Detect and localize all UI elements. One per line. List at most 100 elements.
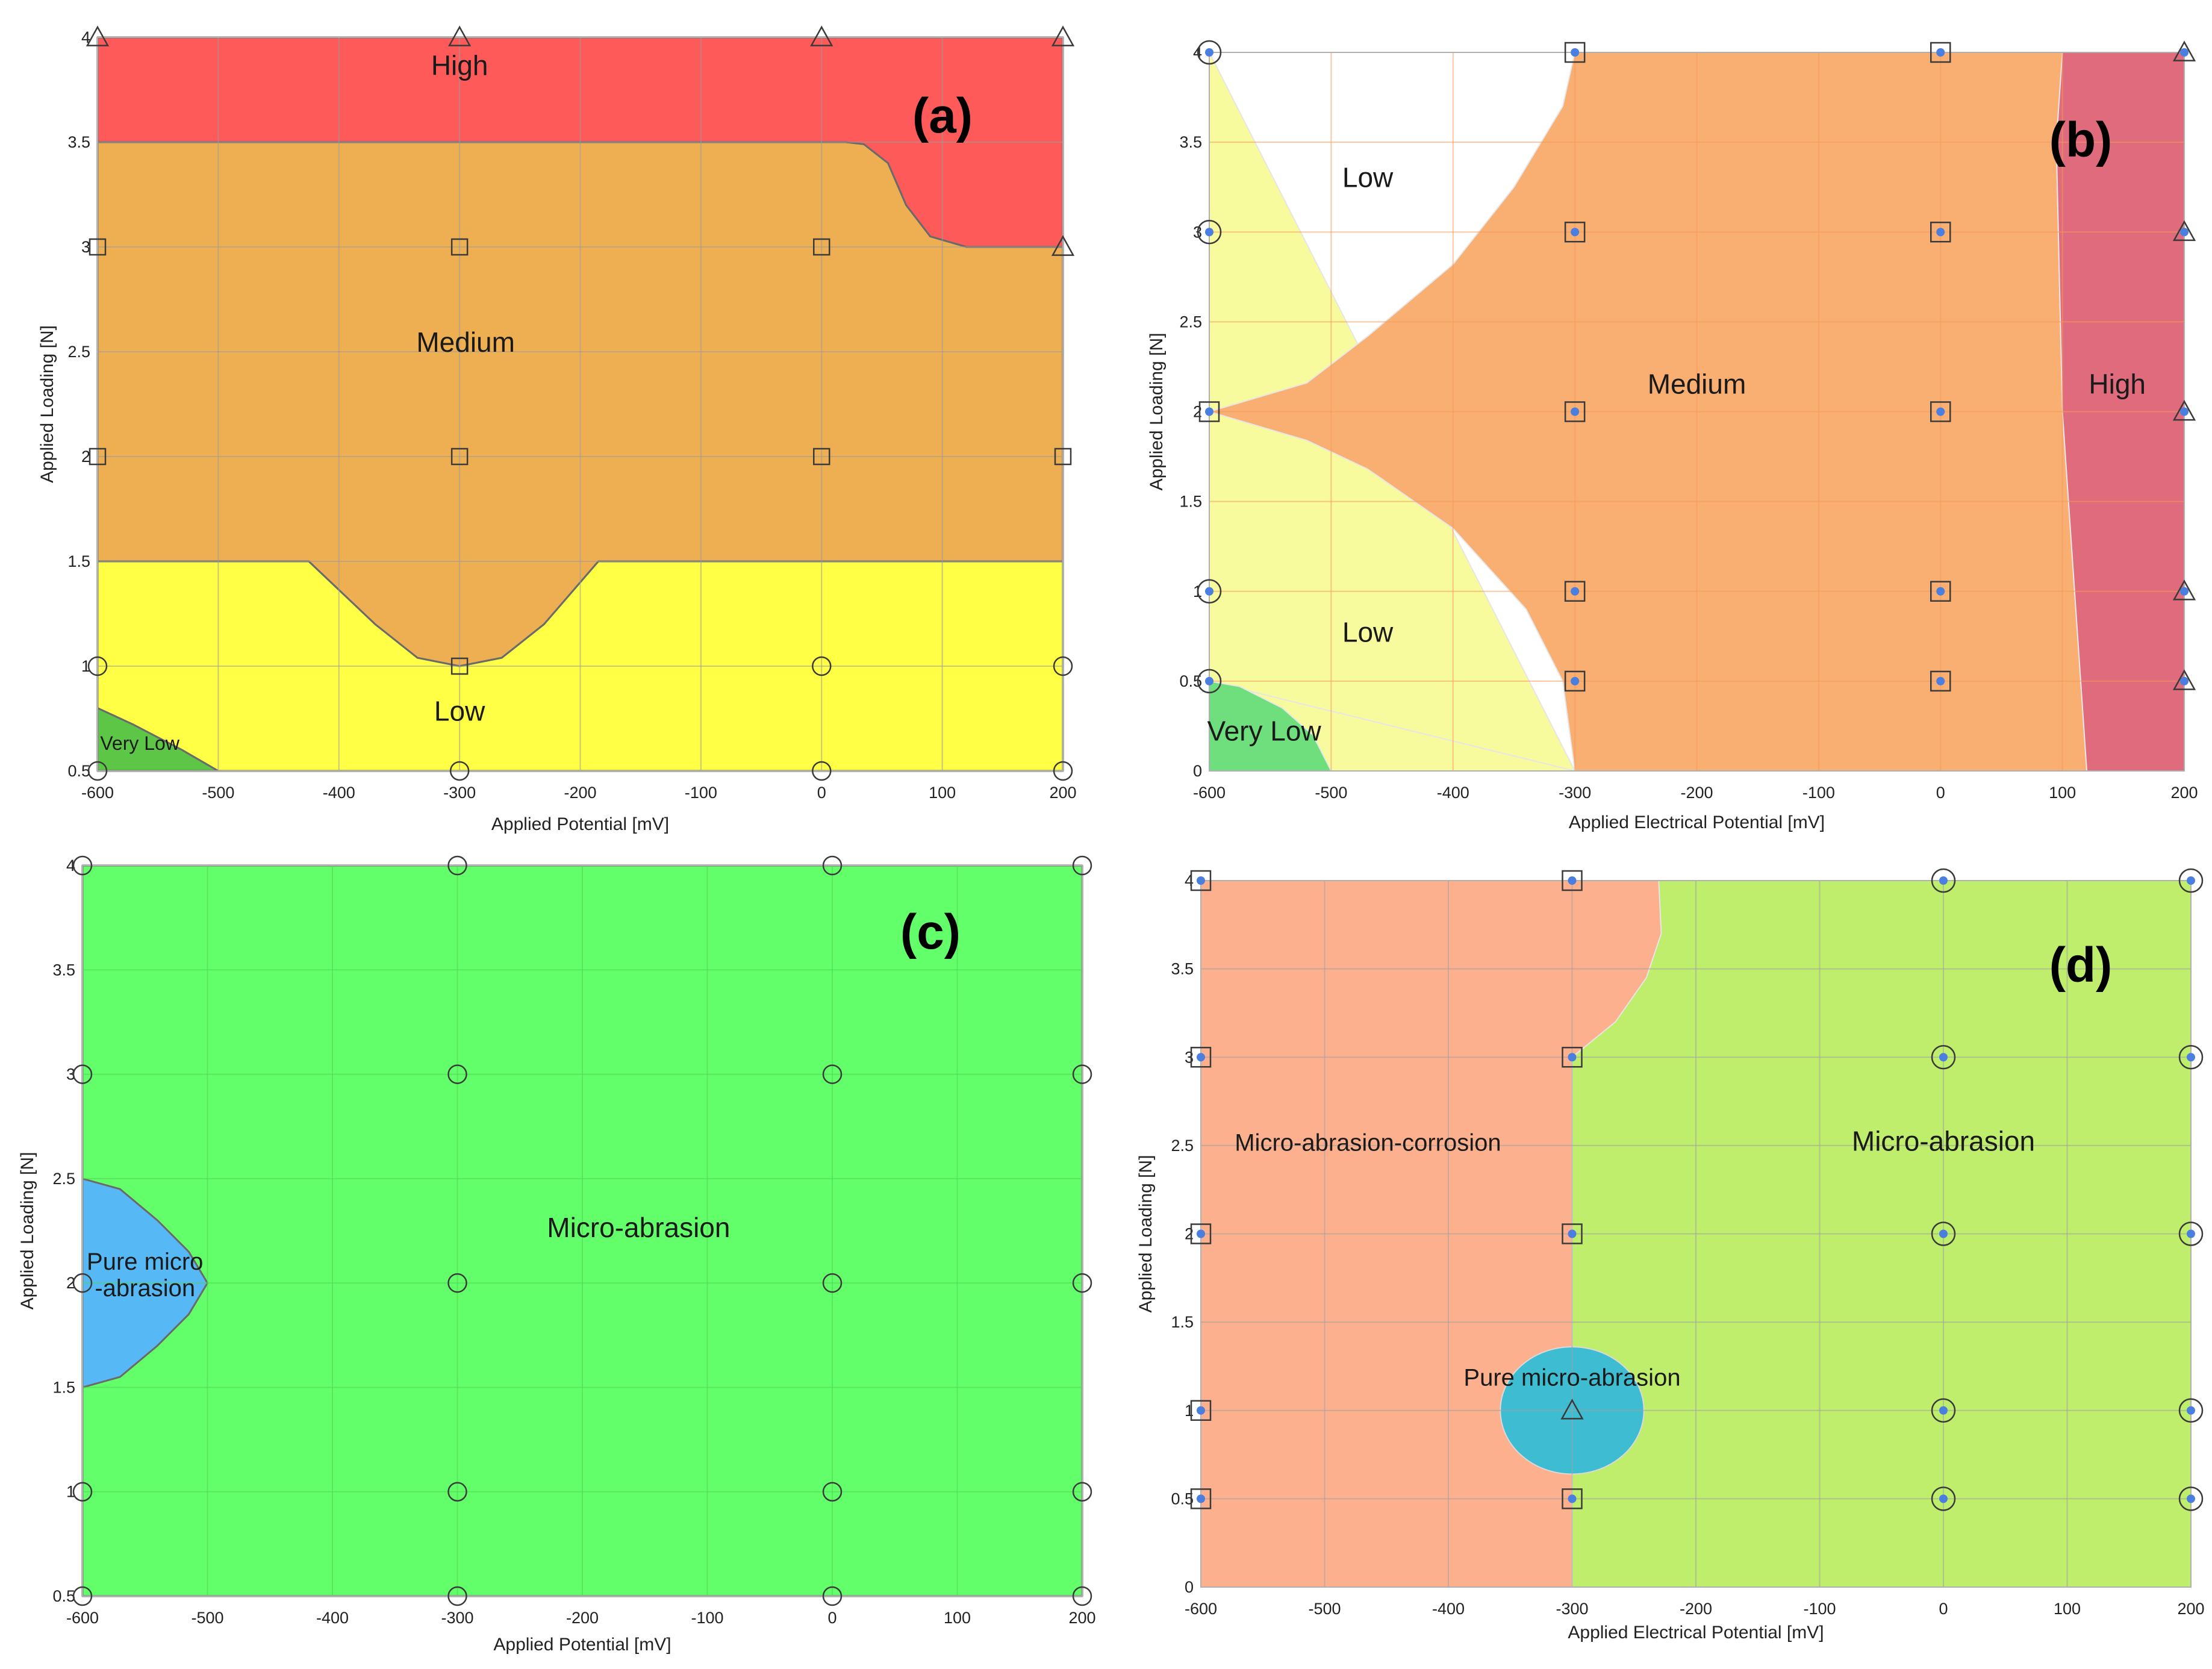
marker-dot [1205,407,1213,416]
marker-square [1564,581,1586,602]
x-tick-label: -300 [1556,1600,1588,1618]
x-tick-label: 0 [1939,1600,1948,1618]
marker-triangle [810,25,833,46]
marker-circle [447,1482,467,1502]
marker-dot [1568,1053,1577,1062]
marker-circle [1931,1045,1956,1070]
region-label-line: Low [1342,162,1394,193]
marker-dot [1936,228,1945,237]
marker-dot [1205,228,1213,237]
marker-triangle [448,25,472,46]
panel-label: (c) [900,905,961,959]
region-label: Medium [1648,369,1746,400]
region-label-line: Very Low [100,732,180,754]
marker-triangle [1560,1399,1584,1420]
region-label-line: Low [1342,616,1394,647]
y-tick-label: 2.5 [67,343,90,361]
marker-circle [87,656,108,676]
chart-c: -600 -500 -400 -300 -200 -100 0 100 200 0.5 1 1.5 2 2… [17,855,1096,1655]
x-tick-label: 200 [1068,1609,1095,1627]
marker-square [1564,222,1586,243]
x-tick-label: -500 [1315,784,1347,802]
x-tick-label: -500 [191,1609,223,1627]
marker-square [1564,670,1586,692]
marker-circle [449,761,470,781]
marker-circle [1053,656,1073,676]
marker-dot [2187,1494,2195,1503]
x-tick-label: -600 [81,784,114,802]
region-label-line: High [2089,369,2146,400]
region-label-line: Micro-abrasion [547,1212,730,1243]
marker-dot [2187,1229,2195,1238]
y-tick-label: 1.5 [1179,493,1202,511]
y-axis-title: Applied Loading [N] [1147,333,1167,491]
plot-frame [97,37,1064,772]
region-label: Low [434,695,485,726]
marker-dot [1205,48,1213,57]
marker-triangle [2172,40,2196,61]
region-label: Low [1342,616,1394,647]
marker-circle [1072,1586,1092,1606]
marker-square [450,448,469,466]
x-tick-label: 200 [2177,1600,2204,1618]
marker-dot [1936,587,1945,596]
region-label-line: Very Low [1207,715,1321,746]
marker-dot [1197,1229,1205,1238]
y-tick-label: 2.5 [52,1170,75,1188]
marker-square [450,238,469,256]
marker-square [1930,581,1951,602]
marker-square [89,448,107,466]
region-label-line: Pure micro [87,1249,203,1275]
marker-triangle [2172,220,2196,242]
y-tick-label: 3.5 [67,133,90,151]
x-tick-label: 100 [929,784,956,802]
y-tick-label: 4 [81,28,90,46]
region-label-line: Low [434,695,485,726]
marker-circle [87,761,108,781]
marker-dot [1936,676,1945,685]
x-tick-label: 0 [817,784,826,802]
marker-triangle [1051,235,1075,256]
marker-circle [72,1586,93,1606]
marker-square [1562,1488,1583,1509]
marker-dot [1939,1406,1948,1415]
marker-square [1190,1488,1212,1509]
marker-circle [1931,1487,1956,1511]
marker-square [1562,1223,1583,1244]
marker-dot [1197,1406,1205,1415]
marker-circle [2178,1487,2204,1511]
y-axis-title: Applied Loading [N] [1136,1155,1156,1313]
marker-dot [1571,228,1580,237]
marker-square [813,448,830,466]
y-tick-label: 3.5 [1179,133,1202,151]
marker-square [1930,222,1951,243]
panel-label: (b) [2049,113,2113,167]
region-label: Micro-abrasion [547,1212,730,1243]
marker-square [1190,1223,1212,1244]
chart-b: -600 -500 -400 -300 -200 -100 0 100 20000.511.52… [1147,40,2198,832]
region-label-line: -abrasion [95,1275,195,1302]
region-label: Very Low [100,732,180,754]
region-label: Micro-abrasion-corrosion [1235,1130,1501,1156]
region-label: Micro-abrasion [1852,1126,2035,1157]
x-tick-label: -300 [1559,784,1591,802]
marker-circle [2178,1398,2204,1423]
marker-square [1562,1047,1583,1068]
marker-square [1564,401,1586,422]
marker-circle [812,656,832,676]
y-tick-label: 4 [1185,872,1194,890]
x-tick-label: -400 [1437,784,1469,802]
marker-dot [1939,1053,1948,1062]
marker-dot [1568,1229,1577,1238]
marker-circle [447,855,467,876]
marker-triangle [1051,25,1075,46]
chart-a: -600 -500 -400 -300 -200 -100 0 100 200 0.5 1 1.5 2 2… [37,25,1077,834]
y-tick-label: 3.5 [52,961,75,979]
region-label-line: Medium [416,326,515,358]
marker-circle [822,855,843,876]
marker-dot [1936,48,1945,57]
marker-circle [1197,579,1222,604]
marker-dot [1571,48,1580,57]
marker-triangle [2172,669,2196,690]
marker-circle [822,1273,843,1293]
